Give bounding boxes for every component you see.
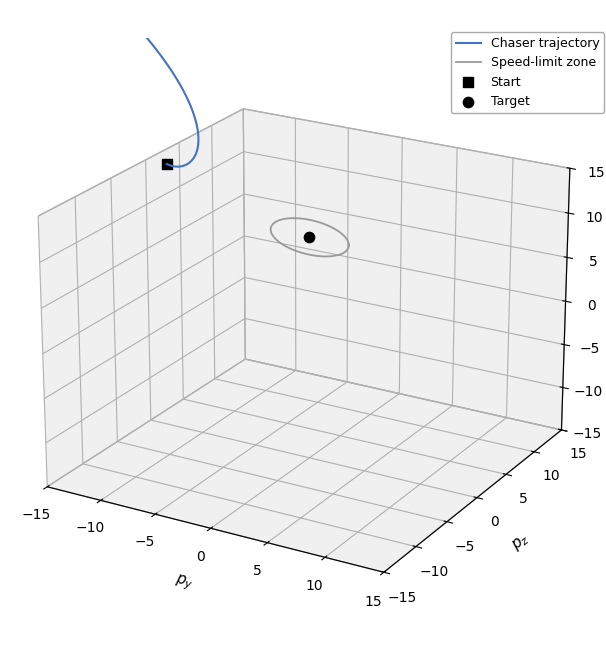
Legend: Chaser trajectory, Speed-limit zone, Start, Target: Chaser trajectory, Speed-limit zone, Sta… (451, 32, 604, 113)
Y-axis label: $p_z$: $p_z$ (509, 531, 533, 554)
X-axis label: $p_y$: $p_y$ (173, 572, 195, 594)
